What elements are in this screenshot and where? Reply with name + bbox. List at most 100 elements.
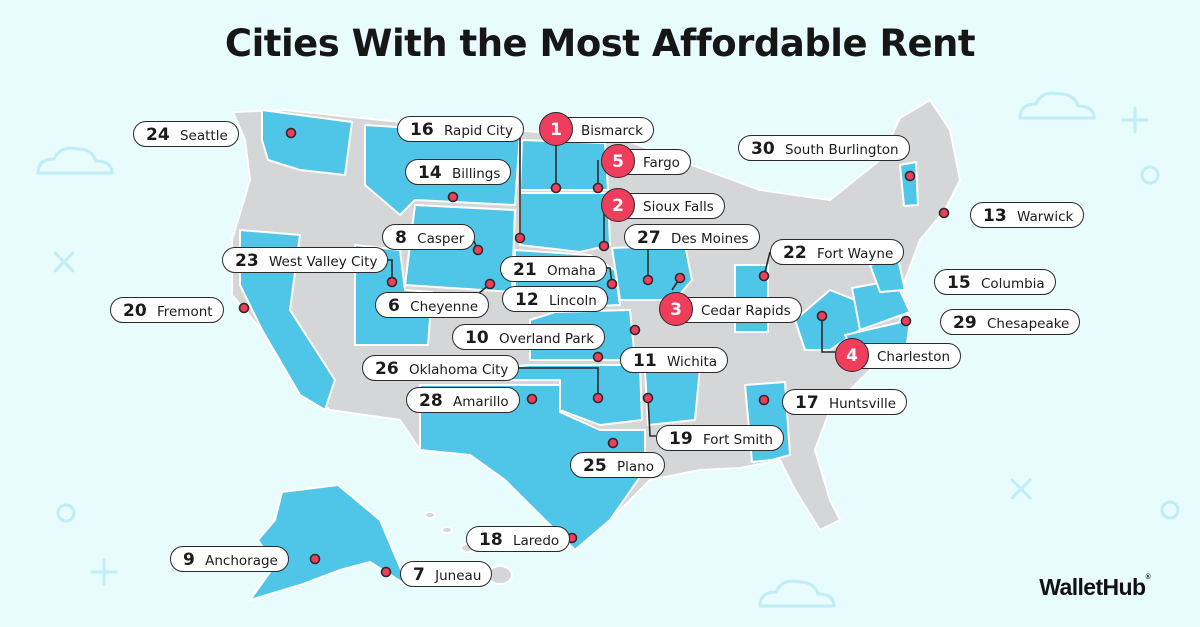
- city-name: Omaha: [546, 263, 596, 279]
- city-label-lincoln: 12 Lincoln: [502, 286, 608, 312]
- city-name: Huntsville: [828, 396, 897, 412]
- city-name: Amarillo: [452, 394, 509, 410]
- city-label-bismarck: 1 Bismarck: [539, 112, 654, 146]
- city-marker: [447, 191, 459, 203]
- circle-icon: [56, 503, 76, 523]
- city-label-overland-park: 10 Overland Park: [452, 324, 606, 350]
- city-label-billings: 14 Billings: [405, 159, 512, 185]
- rank-number: 13: [983, 206, 1007, 226]
- city-marker: [642, 274, 654, 286]
- city-name: Chesapeake: [986, 316, 1070, 332]
- city-marker: [642, 392, 654, 404]
- city-marker: [380, 566, 392, 578]
- city-marker: [598, 240, 610, 252]
- rank-number: 8: [395, 228, 407, 248]
- city-name: Warwick: [1016, 209, 1074, 225]
- rank-number: 22: [783, 243, 807, 263]
- city-name: Anchorage: [205, 553, 278, 569]
- city-label-sioux-falls: 2 Sioux Falls: [601, 188, 725, 222]
- city-marker: [484, 278, 496, 290]
- x-icon: [1010, 478, 1032, 500]
- city-name: Charleston: [877, 349, 951, 365]
- rank-number: 18: [479, 530, 503, 550]
- city-marker: [386, 276, 398, 288]
- city-marker: [904, 170, 916, 182]
- city-label-fargo: 5 Fargo: [601, 144, 691, 178]
- decorations: [36, 91, 1180, 608]
- rank-number: 21: [513, 260, 537, 280]
- city-name: Wichita: [666, 354, 718, 370]
- city-name: South Burlington: [784, 142, 899, 158]
- city-name: Juneau: [435, 568, 482, 584]
- city-label-omaha: 21 Omaha: [500, 256, 607, 282]
- leader-line: [821, 316, 840, 353]
- rank-badge: 4: [835, 338, 869, 372]
- city-label-oklahoma-city: 26 Oklahoma City: [362, 355, 520, 381]
- rank-number: 6: [388, 296, 400, 316]
- city-marker: [592, 351, 604, 363]
- rank-number: 17: [795, 393, 819, 413]
- city-name: Cedar Rapids: [701, 303, 791, 319]
- city-name: Rapid City: [443, 123, 513, 139]
- city-name: Overland Park: [498, 331, 595, 347]
- city-label-rapid-city: 16 Rapid City: [397, 116, 524, 142]
- rank-number: 29: [953, 313, 977, 333]
- city-label-warwick: 13 Warwick: [970, 202, 1085, 228]
- city-marker: [285, 127, 297, 139]
- city-marker: [592, 182, 604, 194]
- city-marker: [550, 182, 562, 194]
- state-north-dakota: [519, 139, 609, 191]
- state-south-dakota: [519, 192, 611, 253]
- city-name: Seattle: [179, 128, 228, 144]
- city-marker: [900, 315, 912, 327]
- rank-number: 20: [123, 301, 147, 321]
- city-marker: [309, 553, 321, 565]
- state-texas: [419, 384, 646, 551]
- city-marker: [514, 232, 526, 244]
- rank-number: 26: [375, 359, 399, 379]
- rank-number: 14: [418, 163, 442, 183]
- state-alaska: [249, 484, 409, 601]
- city-label-amarillo: 28 Amarillo: [406, 387, 520, 413]
- city-marker: [758, 394, 770, 406]
- city-name: Sioux Falls: [643, 199, 714, 215]
- cloud-icon: [36, 146, 114, 175]
- city-marker: [629, 324, 641, 336]
- city-marker: [758, 270, 770, 282]
- leader-line: [647, 397, 656, 437]
- city-label-huntsville: 17 Huntsville: [782, 389, 908, 415]
- plus-icon: [90, 558, 118, 586]
- city-name: Fort Wayne: [816, 246, 894, 262]
- city-label-charleston: 4 Charleston: [835, 338, 962, 372]
- city-label-wichita: 11 Wichita: [620, 347, 729, 373]
- rank-badge: 1: [539, 112, 573, 146]
- city-name: Bismarck: [581, 123, 643, 139]
- city-label-juneau: 7 Juneau: [400, 561, 493, 587]
- city-marker: [606, 278, 618, 290]
- rank-number: 30: [751, 139, 775, 159]
- rank-badge: 2: [601, 188, 635, 222]
- brand-name: WalletHub: [1039, 574, 1146, 600]
- cloud-icon: [1018, 91, 1096, 120]
- rank-number: 24: [146, 125, 170, 145]
- city-name: Lincoln: [548, 293, 597, 309]
- rank-number: 12: [515, 290, 539, 310]
- state-arkansas: [644, 367, 701, 426]
- rank-number: 23: [235, 251, 259, 271]
- city-name: Cheyenne: [410, 299, 479, 315]
- city-label-cheyenne: 6 Cheyenne: [375, 292, 490, 318]
- city-name: Fremont: [156, 304, 213, 320]
- rank-number: 27: [637, 228, 661, 248]
- rank-number: 9: [183, 550, 195, 570]
- rank-badge: 5: [601, 144, 635, 178]
- circle-icon: [1140, 165, 1160, 185]
- city-marker: [607, 437, 619, 449]
- city-label-columbia: 15 Columbia: [934, 269, 1056, 295]
- city-label-laredo: 18 Laredo: [466, 526, 571, 552]
- city-name: West Valley City: [268, 254, 378, 270]
- page-title: Cities With the Most Affordable Rent: [224, 22, 976, 65]
- wallethub-logo: WalletHub®: [1039, 574, 1150, 601]
- city-label-cedar-rapids: 3 Cedar Rapids: [659, 292, 802, 326]
- city-name: Columbia: [980, 276, 1045, 292]
- leader-line: [512, 367, 599, 398]
